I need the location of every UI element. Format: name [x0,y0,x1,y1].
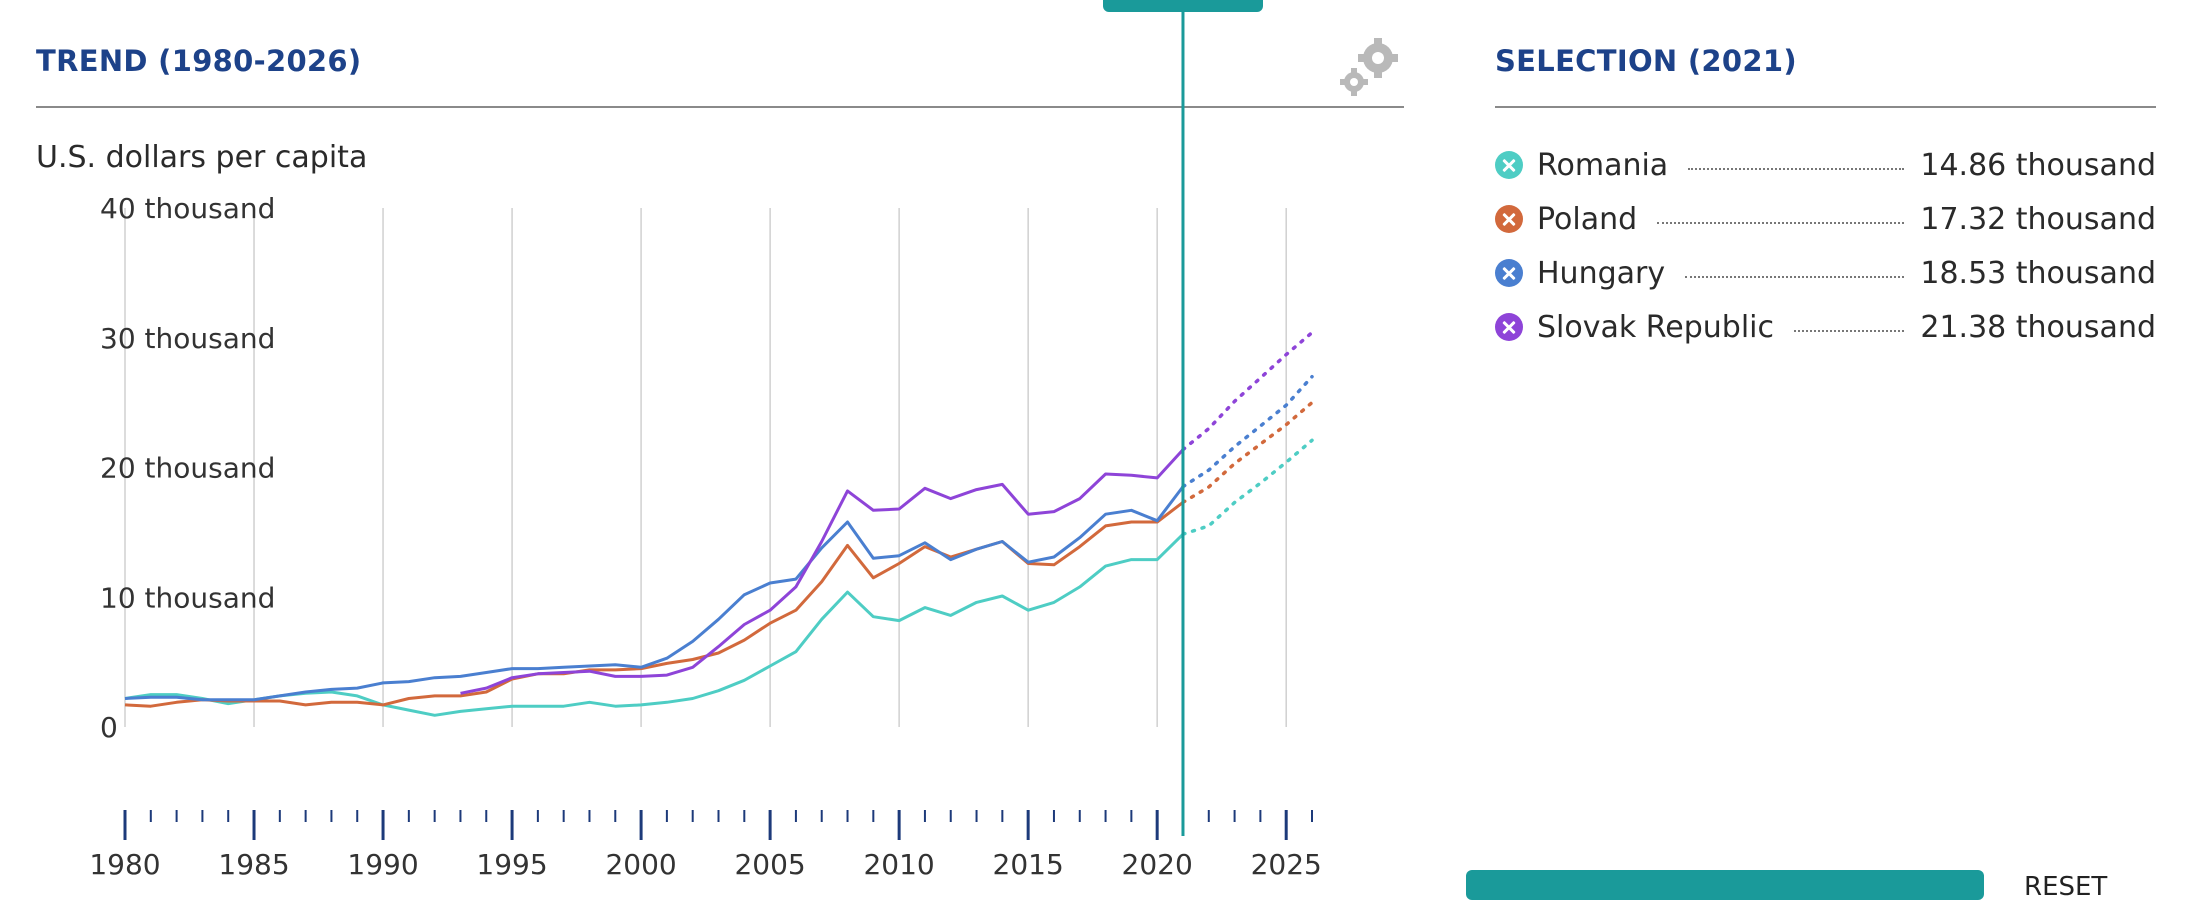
x-tick-label: 2025 [1251,848,1322,881]
legend-item-romania[interactable]: Romania 14.86 thousand [1495,138,2156,192]
apply-selection-button[interactable] [1466,870,1984,900]
x-tick-label: 1995 [476,848,547,881]
legend-value: 18.53 thousand [1920,255,2156,291]
series-line[interactable] [124,485,1185,702]
selection-legend: Romania 14.86 thousand Poland 17.32 thou… [1495,138,2156,354]
x-tick-label: 1985 [218,848,289,881]
y-tick-label: 0 [100,711,118,744]
y-tick-label: 30 thousand [100,322,275,355]
trend-title: TREND (1980-2026) [36,44,362,78]
y-tick-label: 40 thousand [100,192,275,225]
legend-item-poland[interactable]: Poland 17.32 thousand [1495,192,2156,246]
trend-divider [36,106,1404,108]
x-tick-label: 1980 [89,848,160,881]
x-axis: 1980 1985 1990 1995 2000 2005 2010 2015 2020 2025 [89,810,1322,881]
units-label: U.S. dollars per capita [36,140,368,175]
selection-title: SELECTION (2021) [1495,44,1797,78]
x-tick-label: 2005 [734,848,805,881]
chart-series [124,330,1314,717]
reset-link[interactable]: RESET [2024,872,2108,902]
x-tick-label: 2020 [1122,848,1193,881]
series-projection-line [1181,400,1314,505]
legend-item-slovak-republic[interactable]: Slovak Republic 21.38 thousand [1495,300,2156,354]
leader-dots [1688,168,1905,170]
legend-value: 17.32 thousand [1920,201,2156,237]
series-projection-line [1181,330,1314,452]
y-tick-label: 10 thousand [100,581,275,614]
legend-country: Romania [1537,147,1669,183]
x-tick-label: 2010 [863,848,934,881]
chart-grid [124,208,1287,727]
gears-icon[interactable] [1340,36,1404,98]
trend-chart: 40 thousand 30 thousand 20 thousand 10 thou… [89,0,1322,881]
legend-value: 21.38 thousand [1920,309,2156,345]
x-tick-label: 1990 [347,848,418,881]
y-axis-labels: 40 thousand 30 thousand 20 thousand 10 thou… [100,192,275,744]
legend-item-hungary[interactable]: Hungary 18.53 thousand [1495,246,2156,300]
remove-series-icon[interactable] [1495,151,1523,179]
series-projection-line [1181,438,1314,536]
remove-series-icon[interactable] [1495,259,1523,287]
remove-series-icon[interactable] [1495,205,1523,233]
series-line[interactable] [460,448,1185,695]
series-projection-line [1181,374,1314,489]
legend-country: Slovak Republic [1537,309,1774,345]
x-tick-label: 2015 [993,848,1064,881]
legend-value: 14.86 thousand [1920,147,2156,183]
leader-dots [1794,330,1905,332]
legend-country: Poland [1537,201,1638,237]
x-tick-label: 2000 [605,848,676,881]
selection-divider [1495,106,2156,108]
remove-series-icon[interactable] [1495,313,1523,341]
leader-dots [1657,222,1905,224]
y-tick-label: 20 thousand [100,452,275,485]
legend-country: Hungary [1537,255,1666,291]
leader-dots [1685,276,1905,278]
